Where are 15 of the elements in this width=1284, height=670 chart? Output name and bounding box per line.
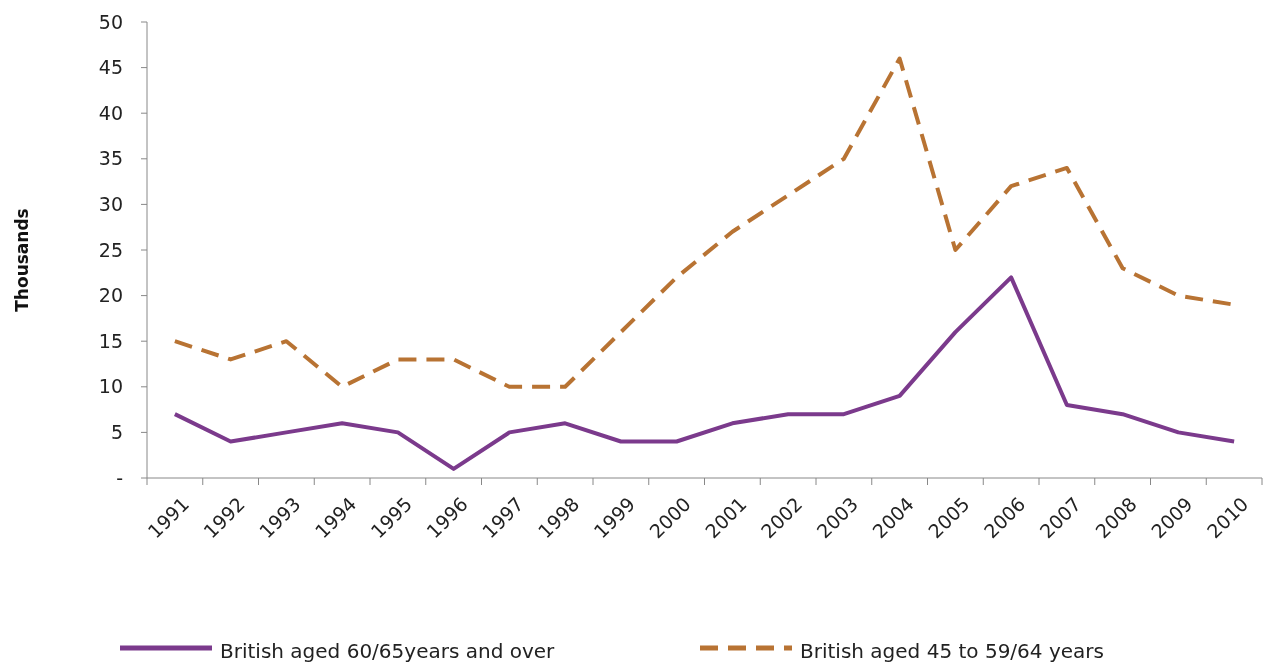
legend-label: British aged 60/65years and over: [220, 639, 556, 663]
y-tick-label: 30: [98, 193, 123, 216]
y-tick-label: 25: [98, 238, 123, 261]
y-tick-label: -: [116, 466, 123, 489]
y-tick-label: 45: [98, 56, 123, 79]
y-tick-label: 15: [98, 329, 123, 352]
y-tick-label: 10: [98, 375, 123, 398]
legend-label: British aged 45 to 59/64 years: [800, 639, 1104, 663]
y-tick-label: 20: [98, 284, 123, 307]
y-tick-label: 40: [98, 101, 123, 124]
y-tick-label: 35: [98, 147, 123, 170]
y-tick-label: 50: [98, 10, 123, 33]
line-series: [172, 275, 1237, 471]
y-tick-label: 5: [110, 421, 123, 444]
y-axis-title: Thousands: [12, 208, 32, 312]
